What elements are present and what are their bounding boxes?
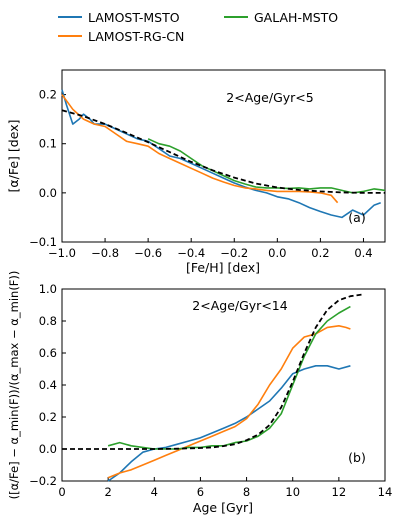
panel-b-label: (b) — [348, 450, 366, 465]
panel-a-xtick-label: −0.8 — [91, 246, 119, 260]
panel-a-xlabel: [Fe/H] [dex] — [186, 260, 260, 275]
panel-b-xtick-label: 6 — [197, 485, 204, 499]
panel-b: 0 2 4 6 8 10 12 14 −0.2 0.0 0.2 0.4 0.6 0.8 1.0 2<Age/… — [7, 271, 392, 515]
legend: LAMOST-MSTO GALAH-MSTO LAMOST-RG-CN — [58, 10, 338, 44]
panel-b-xtick-label: 14 — [378, 485, 393, 499]
panel-b-xtick-label: 10 — [285, 485, 300, 499]
panel-a-ylabel: [α/Fe] [dex] — [6, 120, 21, 193]
panel-a-lines — [61, 89, 386, 219]
panel-a-line-model — [61, 109, 385, 194]
panel-b-lines — [62, 293, 363, 482]
panel-b-line-galah-msto — [107, 305, 351, 450]
legend-label-galah-msto: GALAH-MSTO — [254, 10, 338, 25]
panel-b-xtick-label: 2 — [104, 485, 111, 499]
panel-b-ticks: 0 2 4 6 8 10 12 14 −0.2 0.0 0.2 0.4 0.6 0.8 1.0 — [29, 282, 392, 499]
panel-b-xlabel: Age [Gyr] — [193, 500, 253, 515]
panel-b-ytick-label: −0.2 — [29, 474, 57, 488]
panel-a-xtick-label: 0.0 — [268, 246, 286, 260]
panel-b-annotation: 2<Age/Gyr<14 — [192, 298, 287, 313]
panel-a-line-galah-msto — [147, 138, 386, 194]
panel-b-line-model — [62, 293, 363, 450]
panel-b-line-lamost-msto — [107, 364, 351, 482]
panel-a-annotation: 2<Age/Gyr<5 — [226, 90, 313, 105]
panel-b-ytick-label: 0.8 — [39, 314, 57, 328]
panel-a-ytick-label: 0.2 — [39, 88, 57, 102]
panel-a-xtick-label: −0.4 — [177, 246, 205, 260]
panel-b-xtick-label: 0 — [58, 485, 65, 499]
panel-a: −1.0 −0.8 −0.6 −0.4 −0.2 0.0 0.2 0.4 −0.1 0.0 0.1 0… — [6, 69, 386, 275]
panel-a-xtick-label: 0.4 — [354, 246, 372, 260]
panel-a-label: (a) — [348, 210, 365, 225]
legend-label-lamost-rg-cn: LAMOST-RG-CN — [88, 29, 184, 44]
panel-b-ytick-label: 1.0 — [39, 282, 57, 296]
panel-a-xtick-label: −0.2 — [220, 246, 248, 260]
panel-a-xtick-label: −0.6 — [134, 246, 162, 260]
panel-a-frame — [61, 69, 386, 243]
panel-b-xtick-label: 8 — [243, 485, 250, 499]
panel-b-frame — [61, 288, 386, 482]
panel-b-ylabel: ([α/Fe] − α_min(F))/(α_max − α_min(F)) — [7, 271, 21, 500]
panel-a-ytick-label: 0.1 — [39, 137, 57, 151]
panel-b-ytick-label: 0.4 — [39, 378, 57, 392]
panel-b-ytick-label: 0.6 — [39, 346, 57, 360]
panel-a-ticks: −1.0 −0.8 −0.6 −0.4 −0.2 0.0 0.2 0.4 −0.1 0.0 0.1 0… — [29, 88, 373, 260]
panel-b-line-lamost-rg-cn — [107, 324, 351, 479]
panel-a-ytick-label: −0.1 — [29, 235, 57, 249]
panel-b-xtick-label: 4 — [151, 485, 158, 499]
panel-a-line-lamost-rg-cn — [61, 94, 339, 204]
panel-b-ytick-label: 0.0 — [39, 442, 57, 456]
panel-a-xtick-label: −1.0 — [48, 246, 76, 260]
panel-a-xtick-label: 0.2 — [311, 246, 329, 260]
panel-b-ytick-label: 0.2 — [39, 410, 57, 424]
panel-b-xtick-label: 12 — [332, 485, 347, 499]
panel-a-ytick-label: 0.0 — [39, 186, 57, 200]
panel-a-line-lamost-msto — [61, 89, 381, 219]
legend-label-lamost-msto: LAMOST-MSTO — [88, 10, 180, 25]
